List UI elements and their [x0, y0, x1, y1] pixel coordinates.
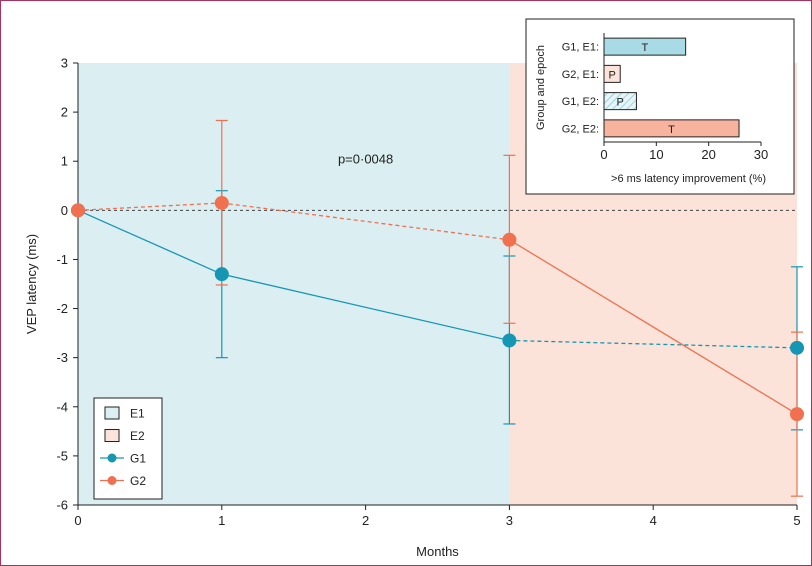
legend-swatch-e1 — [104, 406, 120, 420]
g1-line-segment — [77, 209, 223, 275]
legend-marker-g1 — [107, 453, 117, 463]
g1-line-segment — [509, 339, 798, 349]
legend-box — [93, 397, 163, 500]
y-tick-label: -2 — [56, 301, 68, 316]
g1-data-point — [502, 333, 517, 348]
inset-bar-label: P — [617, 97, 624, 109]
legend-swatch-e2 — [104, 429, 120, 442]
y-tick-label: 1 — [61, 154, 68, 169]
legend-label-g1: G1 — [130, 452, 146, 466]
inset-bar-label: T — [641, 42, 648, 54]
legend-label-g2: G2 — [130, 474, 146, 488]
legend-label-e2: E2 — [130, 429, 145, 443]
y-tick-label: -4 — [56, 399, 68, 414]
g2-line-segment — [221, 202, 510, 241]
y-axis-label: VEP latency (ms) — [24, 234, 39, 334]
x-tick-label: 4 — [650, 513, 657, 528]
legend-marker-g2 — [107, 476, 117, 485]
g2-data-point — [71, 203, 85, 218]
inset-x-tick-label: 20 — [701, 147, 715, 162]
g2-data-point — [502, 232, 517, 247]
x-tick-label: 2 — [362, 513, 369, 528]
x-tick-label: 1 — [218, 513, 225, 528]
g2-line-segment — [509, 239, 798, 415]
inset-bar-label: T — [668, 124, 675, 136]
g1-data-point — [790, 340, 804, 355]
inset-category-label: G1, E2: — [562, 96, 599, 108]
legend-label-e1: E1 — [130, 407, 145, 421]
y-tick-label: -3 — [56, 350, 68, 365]
g2-line-segment — [77, 202, 222, 211]
inset-bar — [603, 119, 740, 138]
y-tick-label: 3 — [61, 56, 68, 71]
y-tick-label: -5 — [56, 448, 68, 463]
inset-category-label: G2, E2: — [562, 123, 599, 135]
inset-x-tick-label: 10 — [649, 147, 663, 162]
x-tick-label: 3 — [506, 513, 513, 528]
p-value-annotation: p=0·0048 — [338, 152, 393, 167]
inset-x-axis-label: >6 ms latency improvement (%) — [611, 173, 766, 185]
x-axis-label: Months — [416, 544, 459, 559]
inset-category-label: G1, E1: — [562, 42, 599, 54]
g2-data-point — [214, 195, 229, 210]
inset-bar — [603, 92, 637, 111]
inset-bar-label: P — [608, 69, 615, 81]
g2-data-point — [790, 407, 804, 422]
y-tick-label: 0 — [61, 203, 68, 218]
inset-bar — [603, 64, 621, 83]
g1-data-point — [214, 267, 229, 282]
x-tick-label: 0 — [74, 513, 81, 528]
y-tick-label: 2 — [61, 105, 68, 120]
inset-y-axis-label: Group and epoch — [535, 45, 547, 130]
g1-line-segment — [221, 273, 510, 342]
y-tick-label: -1 — [56, 252, 68, 267]
y-tick-label: -6 — [56, 498, 68, 513]
inset-category-label: G2, E1: — [562, 69, 599, 81]
inset-x-tick-label: 0 — [600, 147, 607, 162]
inset-bar — [603, 37, 687, 56]
x-tick-label: 5 — [793, 513, 800, 528]
inset-x-tick-label: 30 — [754, 147, 768, 162]
